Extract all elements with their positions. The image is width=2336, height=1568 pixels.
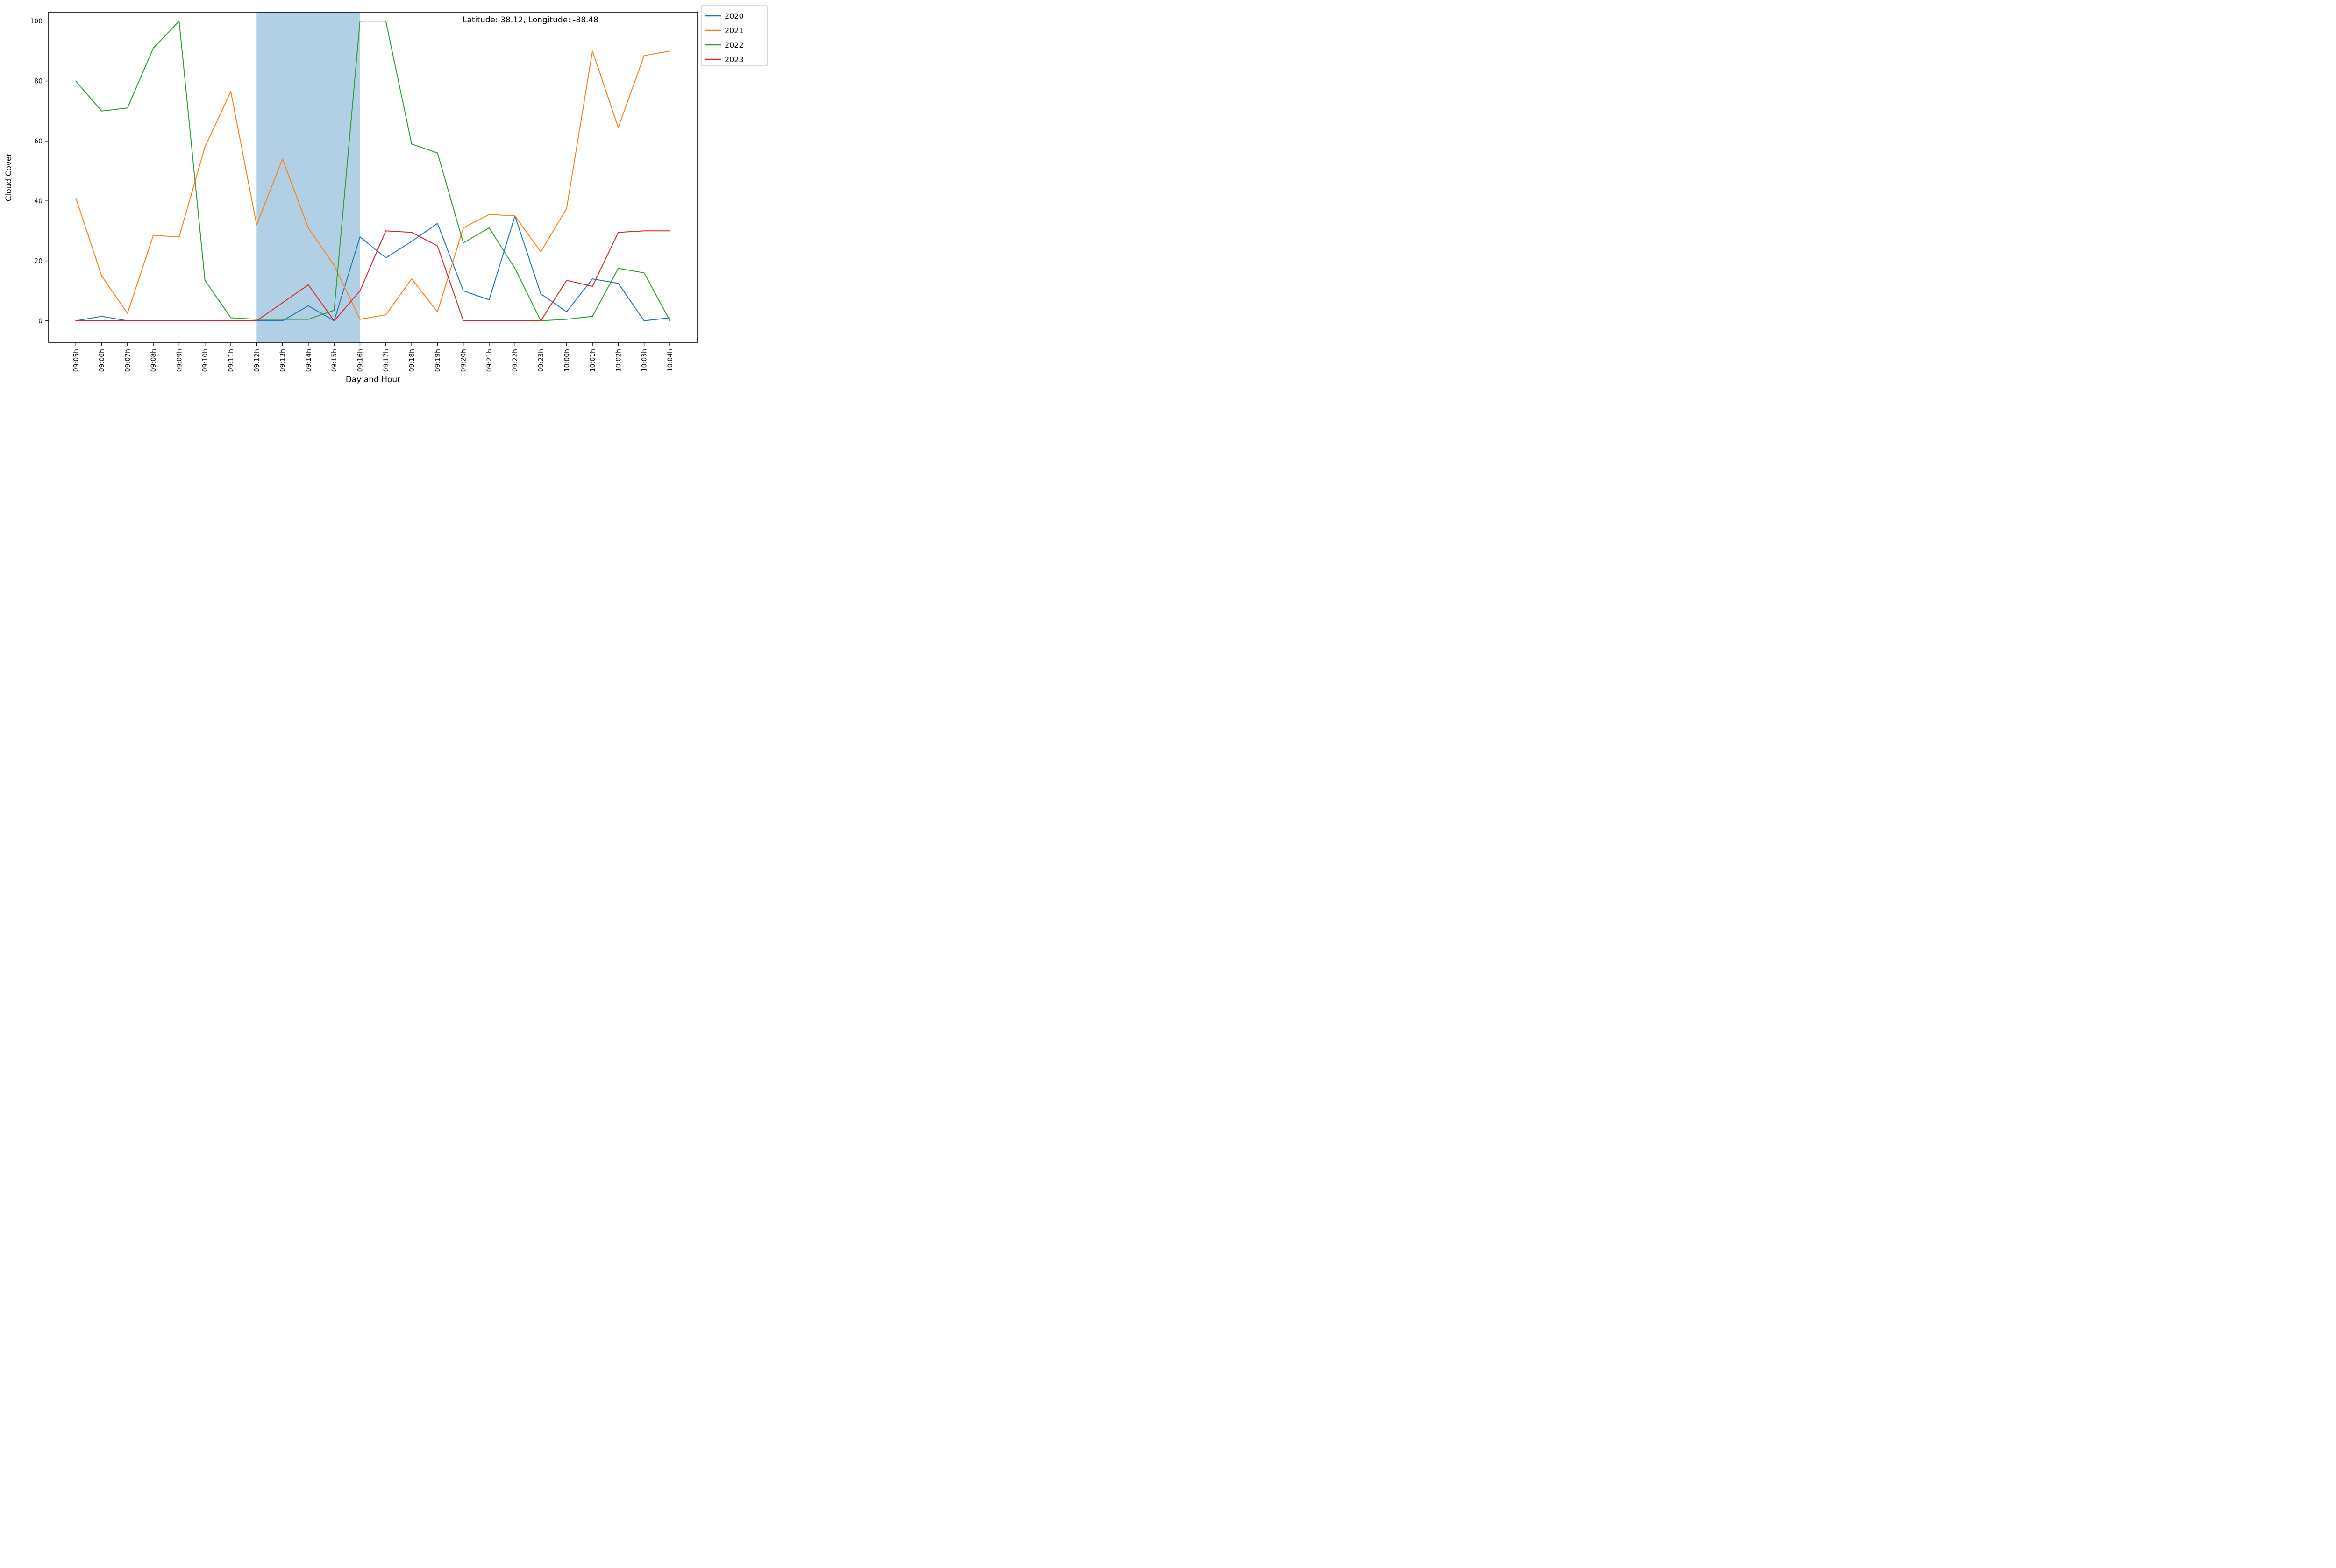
y-tick-label: 40 bbox=[34, 198, 43, 205]
x-tick-label: 09:13h bbox=[279, 349, 287, 372]
x-tick-label: 09:20h bbox=[460, 349, 468, 372]
plot-border bbox=[48, 12, 698, 343]
series-line-2020 bbox=[75, 215, 670, 321]
x-tick-label: 09:15h bbox=[331, 349, 338, 372]
y-tick-label: 60 bbox=[34, 138, 43, 145]
x-tick-label: 09:10h bbox=[202, 349, 209, 372]
y-tick-label: 100 bbox=[30, 18, 43, 25]
legend-label-2021: 2021 bbox=[725, 26, 744, 35]
x-tick-label: 09:22h bbox=[512, 349, 519, 372]
series-line-2021 bbox=[75, 50, 670, 320]
x-tick-label: 10:00h bbox=[563, 349, 571, 372]
x-tick-label: 09:07h bbox=[124, 349, 132, 372]
highlight-band bbox=[256, 12, 360, 342]
legend-box bbox=[701, 5, 768, 66]
series-line-2023 bbox=[75, 230, 670, 321]
x-tick-label: 10:02h bbox=[615, 349, 622, 372]
legend-label-2023: 2023 bbox=[725, 55, 744, 64]
x-tick-label: 09:06h bbox=[99, 349, 106, 372]
legend-label-2020: 2020 bbox=[725, 12, 744, 21]
x-tick-label: 09:17h bbox=[383, 349, 390, 372]
x-tick-label: 10:03h bbox=[641, 349, 648, 372]
x-tick-label: 09:21h bbox=[486, 349, 493, 372]
x-tick-label: 10:01h bbox=[589, 349, 597, 372]
x-tick-label: 09:08h bbox=[150, 349, 157, 372]
x-tick-label: 09:18h bbox=[408, 349, 416, 372]
x-tick-label: 09:05h bbox=[72, 349, 80, 372]
series-line-2022 bbox=[75, 21, 670, 321]
x-tick-label: 09:09h bbox=[176, 349, 183, 372]
y-tick-label: 0 bbox=[38, 318, 43, 325]
x-tick-label: 09:12h bbox=[253, 349, 261, 372]
x-tick-label: 09:11h bbox=[228, 349, 235, 372]
axis-y-label: Cloud Cover bbox=[4, 153, 14, 202]
x-tick-label: 09:14h bbox=[305, 349, 313, 372]
annotation-text: Latitude: 38.12, Longitude: -88.48 bbox=[463, 15, 598, 25]
x-tick-label: 09:16h bbox=[356, 349, 364, 372]
x-tick-label: 10:04h bbox=[667, 349, 674, 372]
y-tick-label: 80 bbox=[34, 78, 43, 85]
x-tick-label: 09:23h bbox=[538, 349, 545, 372]
legend-label-2022: 2022 bbox=[725, 41, 744, 50]
cloud-cover-chart: 09:05h 09:06h 09:07h 09:08h 09:09h 09:10h 09:1… bbox=[4, 5, 768, 384]
x-tick-label: 09:19h bbox=[434, 349, 442, 372]
cloud-cover-figure: 09:05h 09:06h 09:07h 09:08h 09:09h 09:10h 09:1… bbox=[0, 0, 771, 392]
y-tick-label: 20 bbox=[34, 257, 43, 265]
axis-x-label: Day and Hour bbox=[346, 375, 400, 384]
